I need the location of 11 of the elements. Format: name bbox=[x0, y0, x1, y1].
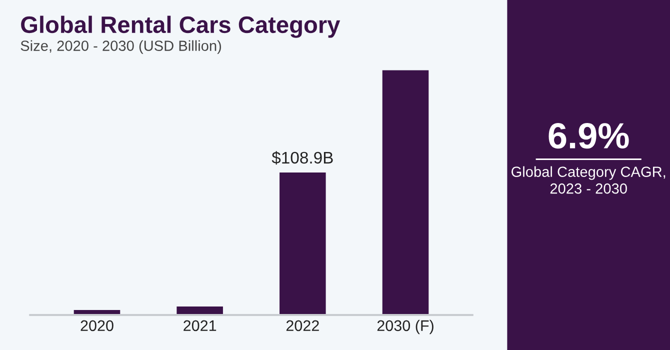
text: Global Category CAGR, 2023 - 2030 bbox=[512, 166, 666, 194]
bar bbox=[280, 172, 326, 315]
x-tick-label: 2022 bbox=[286, 320, 319, 332]
x-tick-label: 2030 (F) bbox=[377, 320, 434, 334]
chart-title: Global Rental Cars Category bbox=[21, 16, 340, 38]
bar bbox=[382, 70, 429, 315]
chart-subtitle: Size, 2020 - 2030 (USD Billion) bbox=[20, 40, 222, 54]
x-tick-label: 2020 bbox=[80, 320, 114, 332]
text: 6.9% bbox=[548, 123, 629, 149]
data-label: $108.9B bbox=[272, 151, 333, 165]
x-tick-label: 2021 bbox=[184, 320, 216, 332]
